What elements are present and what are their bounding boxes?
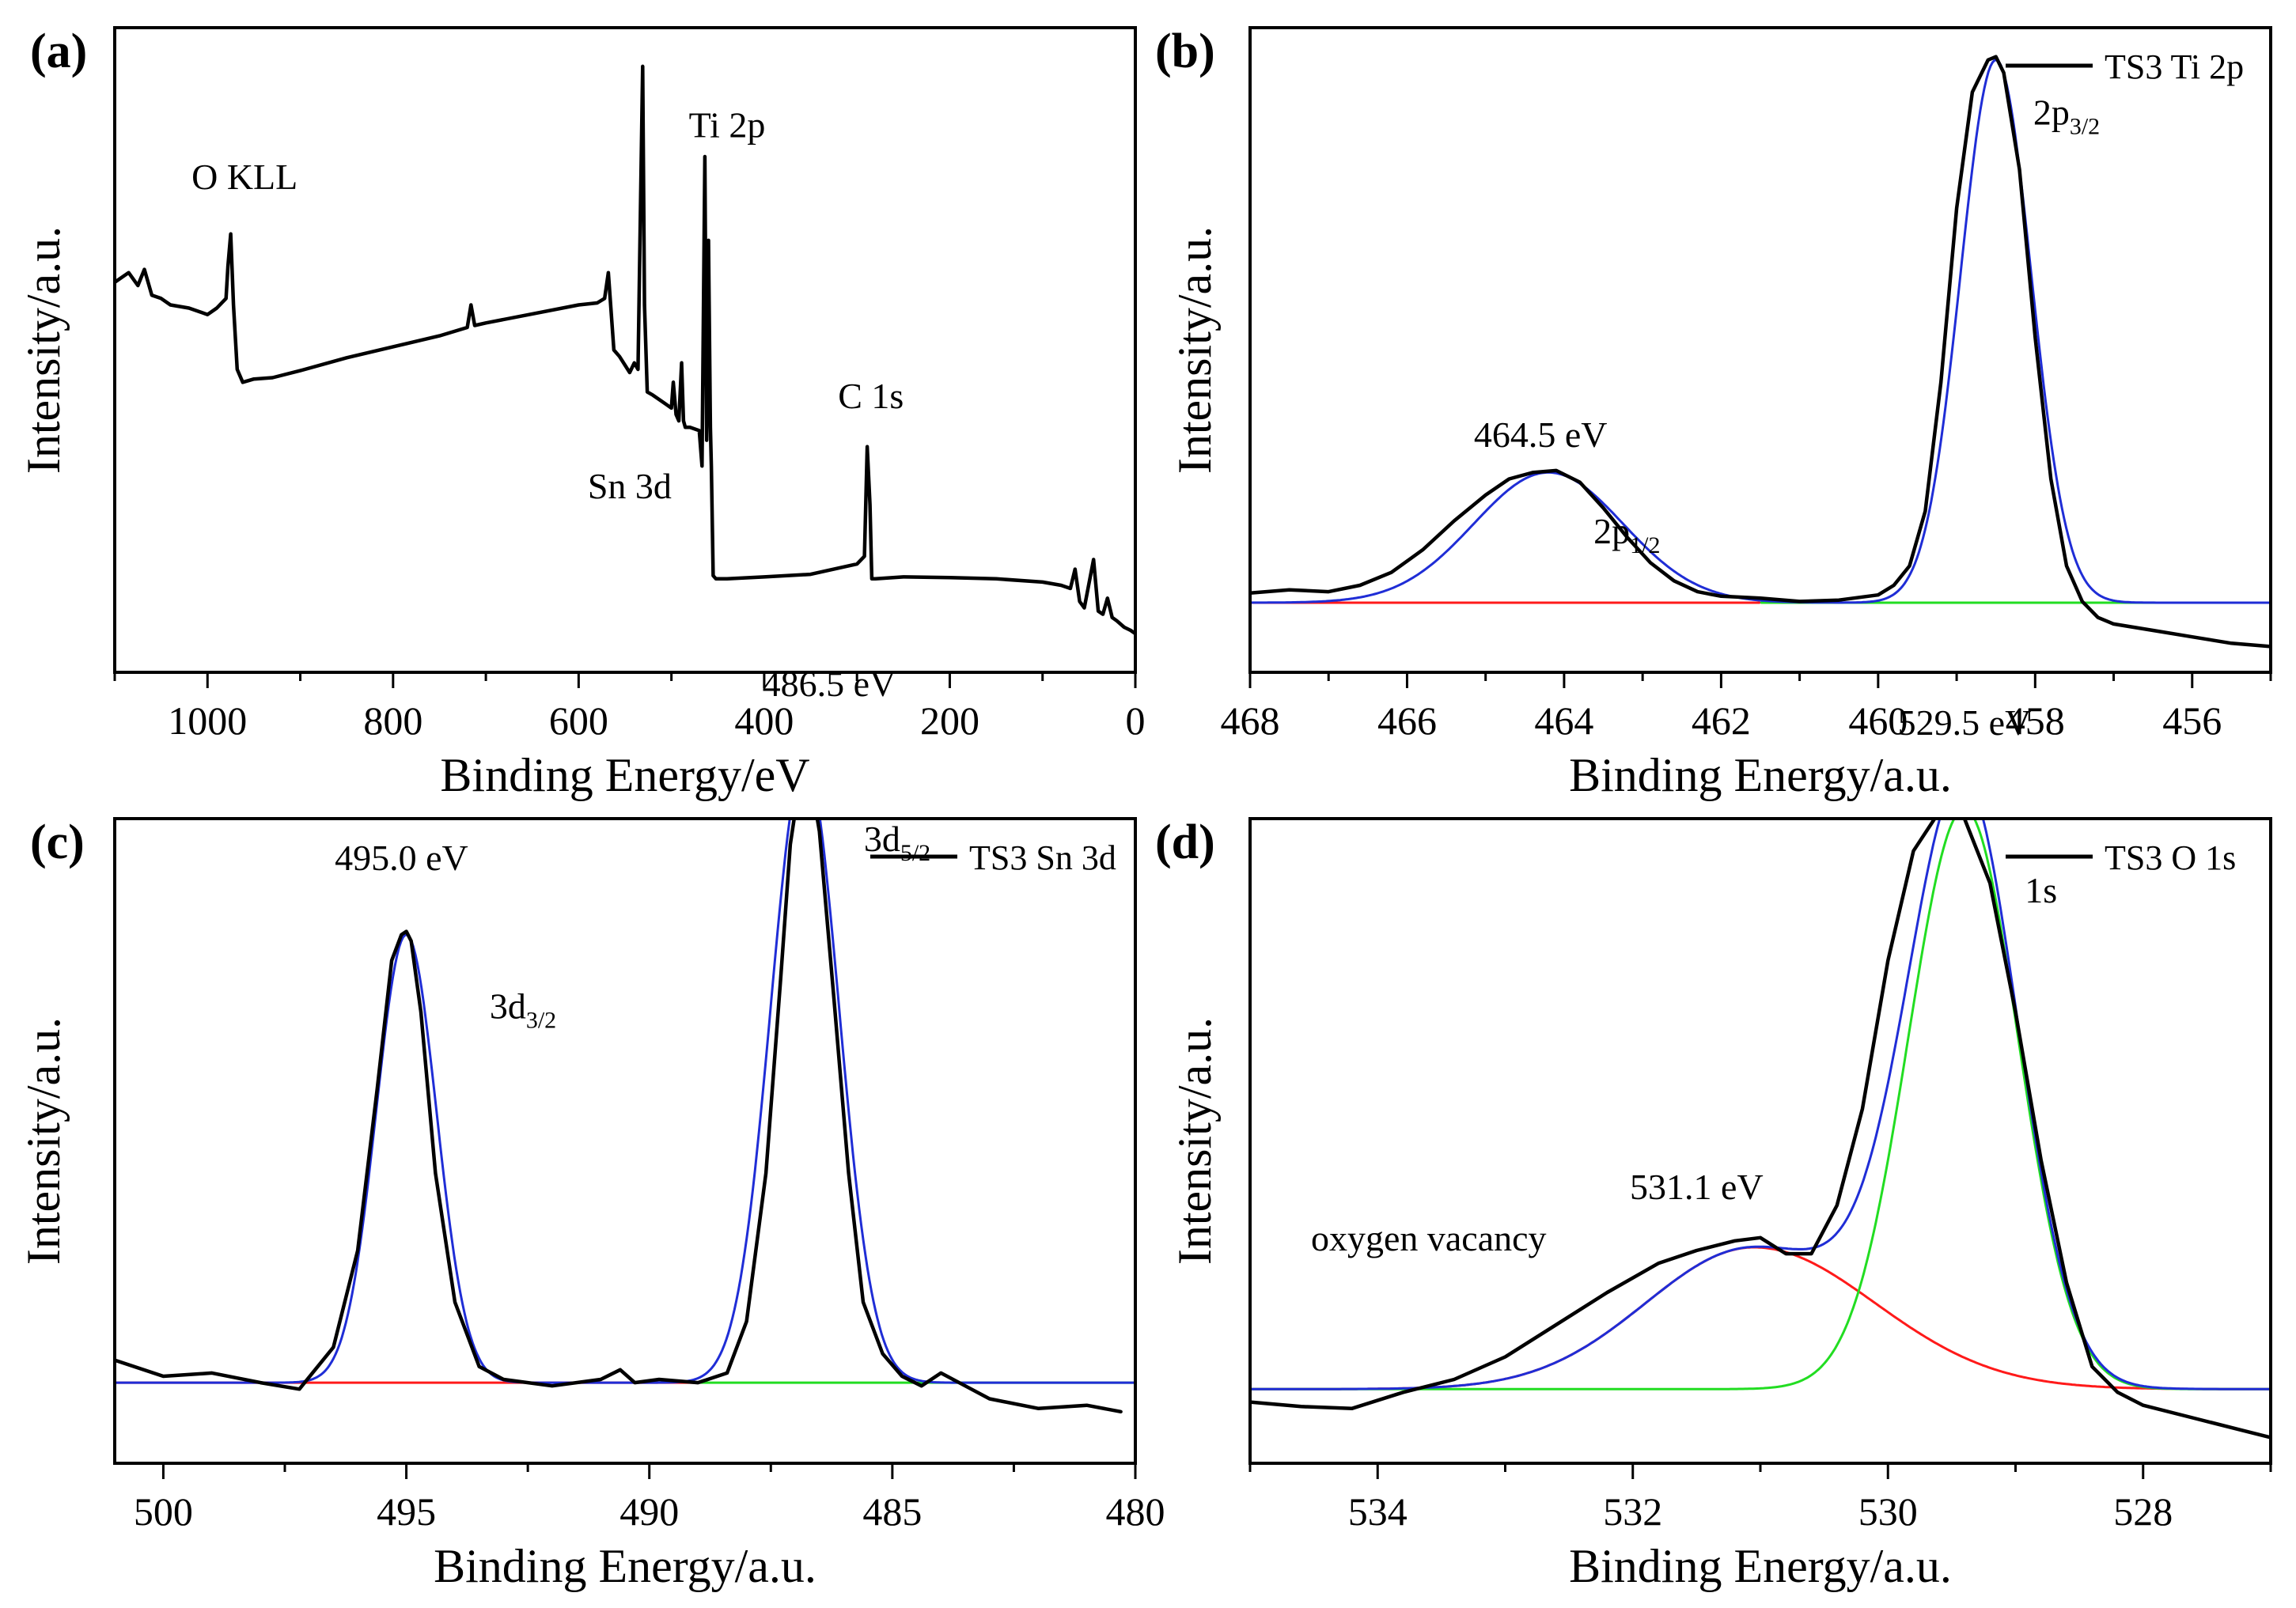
panel-b: 468 466 464 462 460 458 456 Binding Energy/a.u.… <box>1155 25 2272 801</box>
annotation: 529.5 eV <box>1898 702 2032 743</box>
legend-label-c: TS3 Sn 3d <box>969 838 1116 877</box>
x-tick-label: 495 <box>377 1489 436 1534</box>
x-tick-label: 464 <box>1534 698 1593 743</box>
x-axis-label-b: Binding Energy/a.u. <box>1569 749 1952 801</box>
data-line-c <box>115 819 1123 1414</box>
annotation: 2p1/2 <box>1593 511 1660 558</box>
x-tick-label: 530 <box>1858 1489 1918 1534</box>
plot-frame-c <box>113 817 1137 1465</box>
panel-label-d: (d) <box>1155 815 1215 869</box>
x-tick-label: 462 <box>1692 698 1751 743</box>
x-tick-label: 500 <box>134 1489 193 1534</box>
x-tick-label: 456 <box>2162 698 2222 743</box>
y-axis-label-b: Intensity/a.u. <box>1169 226 1221 474</box>
panel-label-a: (a) <box>30 25 87 78</box>
x-tick-label: 485 <box>862 1489 922 1534</box>
y-axis-label-c: Intensity/a.u. <box>17 1017 70 1265</box>
fit-line-b <box>1250 59 2271 604</box>
panel-c: 500 495 490 485 480 Binding Energy/a.u. Intens… <box>17 664 1165 1592</box>
x-tick-label: 0 <box>1126 698 1146 743</box>
legend-label-d: TS3 O 1s <box>2105 838 2236 877</box>
annotation: oxygen vacancy <box>1311 1218 1547 1258</box>
data-line-b <box>1250 55 2271 649</box>
annotation: Ti 2p <box>689 105 766 146</box>
x-tick-label: 490 <box>619 1489 679 1534</box>
fit-line-c <box>115 819 1135 1384</box>
x-tick-label: 466 <box>1377 698 1437 743</box>
annotation: O KLL <box>191 157 297 197</box>
x-tick-label: 800 <box>363 698 422 743</box>
legend-label-b: TS3 Ti 2p <box>2105 47 2244 86</box>
annotation: 486.5 eV <box>763 664 896 704</box>
x-tick-label: 532 <box>1603 1489 1662 1534</box>
x-tick-label: 200 <box>920 698 979 743</box>
annotation: 464.5 eV <box>1474 414 1608 455</box>
x-axis-label-a: Binding Energy/eV <box>440 749 809 801</box>
x-tick-label: 1000 <box>168 698 247 743</box>
x-tick-label: 528 <box>2113 1489 2173 1534</box>
plot-frame-b <box>1248 26 2272 674</box>
plot-frame-a <box>113 26 1137 674</box>
x-tick-label: 468 <box>1221 698 1280 743</box>
x-tick-label: 460 <box>1848 698 1908 743</box>
x-tick-label: 534 <box>1348 1489 1408 1534</box>
x-tick-label: 480 <box>1106 1489 1165 1534</box>
annotation: 1s <box>2025 870 2057 910</box>
y-axis-label-d: Intensity/a.u. <box>1169 1017 1221 1265</box>
annotation: C 1s <box>838 376 904 416</box>
annotation: Sn 3d <box>588 466 672 506</box>
x-axis-label-d: Binding Energy/a.u. <box>1569 1540 1952 1592</box>
panel-d: 534 532 530 528 Binding Energy/a.u. Intensity… <box>1155 702 2272 1592</box>
x-axis-label-c: Binding Energy/a.u. <box>434 1540 816 1592</box>
data-line-a <box>115 64 1135 636</box>
panel-label-c: (c) <box>30 815 85 869</box>
annotation: 495.0 eV <box>335 838 468 878</box>
x-tick-label: 400 <box>734 698 794 743</box>
panel-a: 1000 800 600 400 200 0 Binding Energy/eV Intens… <box>17 25 1146 801</box>
data-line-d <box>1250 819 2271 1440</box>
x-tick-label: 458 <box>2006 698 2065 743</box>
panel-label-b: (b) <box>1155 25 1215 78</box>
x-tick-label: 600 <box>549 698 608 743</box>
y-axis-label-a: Intensity/a.u. <box>17 226 70 474</box>
annotation: 531.1 eV <box>1630 1167 1764 1207</box>
